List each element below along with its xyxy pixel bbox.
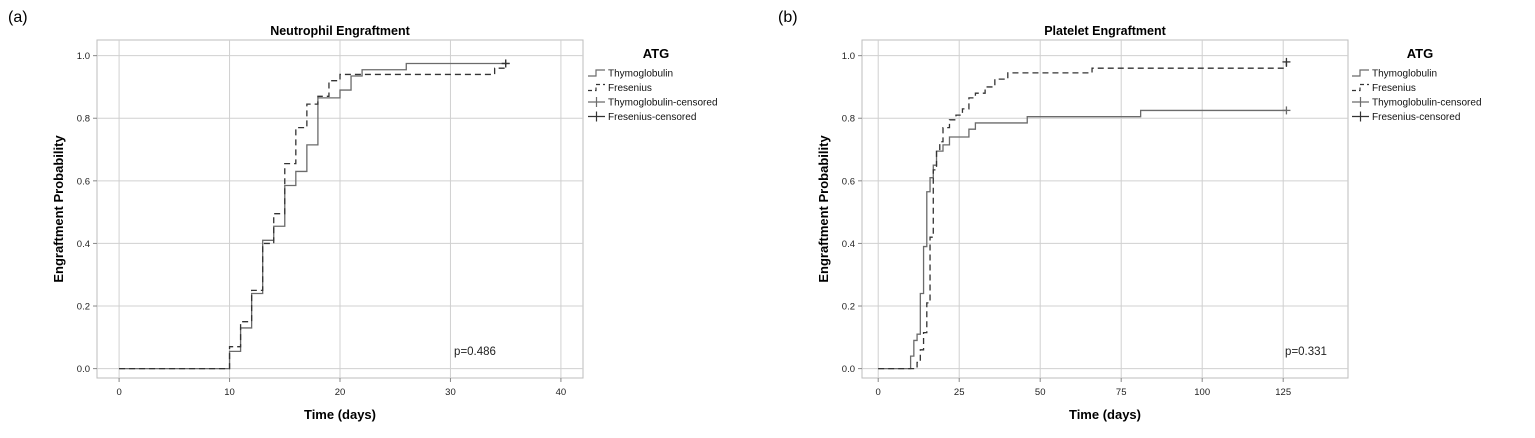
x-tick-label: 100 (1194, 387, 1210, 398)
y-tick-label: 0.0 (842, 364, 855, 375)
legend-label: Fresenius-censored (1372, 112, 1460, 123)
legend-step-dashed (1352, 83, 1369, 92)
legend-step-solid (1352, 69, 1369, 77)
x-tick-label: 10 (224, 387, 235, 398)
legend-label: Thymoglobulin (1372, 69, 1437, 80)
x-axis-label: Time (days) (1069, 407, 1141, 422)
legend-symbol (1352, 97, 1369, 107)
x-tick-label: 75 (1116, 387, 1127, 398)
x-axis-label: Time (days) (304, 407, 376, 422)
x-tick-label: 0 (116, 387, 121, 398)
legend-label: Fresenius (1372, 83, 1416, 94)
y-tick-label: 0.2 (77, 302, 90, 313)
legend-label: Fresenius (608, 83, 652, 94)
legend-symbol (1352, 111, 1369, 122)
legend-title: ATG (1407, 46, 1433, 61)
legend-symbol (1352, 69, 1369, 77)
x-tick-label: 20 (335, 387, 346, 398)
y-tick-label: 0.8 (842, 114, 855, 125)
x-tick-label: 125 (1275, 387, 1291, 398)
p-value-annotation: p=0.331 (1285, 346, 1327, 358)
legend-label: Fresenius-censored (608, 112, 696, 123)
y-tick-label: 0.4 (842, 239, 855, 250)
legend-label: Thymoglobulin-censored (608, 98, 718, 109)
x-tick-label: 40 (556, 387, 567, 398)
x-tick-label: 0 (876, 387, 881, 398)
chart-title: Neutrophil Engraftment (270, 24, 410, 38)
plot-frame (861, 39, 1349, 379)
series-line-thymoglobulin (119, 62, 506, 370)
p-value-annotation: p=0.486 (454, 346, 496, 358)
y-tick-label: 1.0 (77, 51, 90, 62)
legend-symbol (588, 111, 605, 122)
y-tick-label: 0.2 (842, 302, 855, 313)
y-axis-label: Engraftment Probability (51, 135, 66, 283)
legend-label: Thymoglobulin-censored (1372, 98, 1482, 109)
legend-symbol (588, 69, 605, 77)
panel-label: (a) (8, 9, 28, 26)
y-tick-label: 0.6 (77, 176, 90, 187)
chart-title: Platelet Engraftment (1044, 24, 1166, 38)
chart-panel-1: (a) 0 10 20 30 40 0.0 0.2 0.4 0.6 0.8 1.0 Neutrophil… (8, 9, 718, 422)
y-axis-label: Engraftment Probability (816, 135, 831, 283)
y-tick-label: 0.6 (842, 176, 855, 187)
y-tick-label: 0.8 (77, 114, 90, 125)
y-tick-label: 0.0 (77, 364, 90, 375)
y-tick-label: 1.0 (842, 51, 855, 62)
series-line-fresenius (878, 61, 1288, 370)
chart-panel-2: (b) 0 25 50 75 100 125 0.0 0.2 0.4 0.6 0.8 1.0 Platel… (778, 9, 1482, 422)
panel-label: (b) (778, 9, 798, 26)
legend-symbol (588, 97, 605, 107)
x-tick-label: 50 (1035, 387, 1046, 398)
legend-step-solid (588, 69, 605, 77)
series-line-thymoglobulin (878, 109, 1287, 370)
x-tick-label: 25 (954, 387, 965, 398)
legend-label: Thymoglobulin (608, 69, 673, 80)
legend-symbol (1352, 83, 1369, 92)
legend-step-dashed (588, 83, 605, 92)
y-tick-label: 0.4 (77, 239, 90, 250)
series-line-fresenius (119, 63, 507, 370)
legend-title: ATG (643, 46, 669, 61)
x-tick-label: 30 (445, 387, 456, 398)
legend-symbol (588, 83, 605, 92)
